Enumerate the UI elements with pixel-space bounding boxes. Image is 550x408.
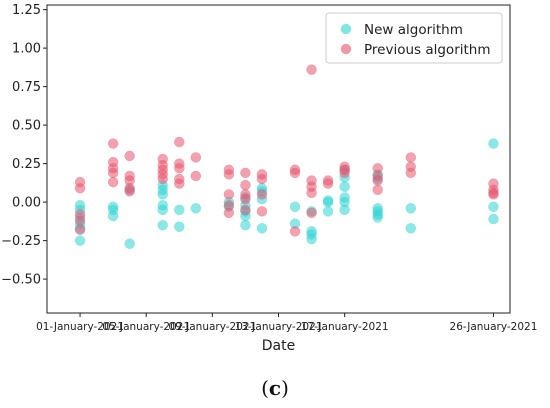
y-tick-label: −0.50 xyxy=(1,273,41,288)
data-point-previous-algorithm xyxy=(488,189,499,200)
data-point-previous-algorithm xyxy=(190,152,202,163)
data-point-new-algorithm xyxy=(256,223,268,234)
data-point-previous-algorithm xyxy=(372,175,383,186)
data-point-previous-algorithm xyxy=(240,167,251,179)
data-point-previous-algorithm xyxy=(223,189,235,200)
data-point-new-algorithm xyxy=(74,235,86,246)
x-tick-label: 01-January-2021 xyxy=(36,321,124,333)
x-axis-title: Date xyxy=(262,338,295,354)
x-tick-label: 26-January-2021 xyxy=(450,321,538,333)
data-point-previous-algorithm xyxy=(107,138,119,149)
data-point-previous-algorithm xyxy=(256,206,268,217)
data-point-previous-algorithm xyxy=(322,178,334,189)
data-point-new-algorithm xyxy=(289,201,301,212)
y-tick-label: 0.00 xyxy=(12,196,41,211)
data-point-previous-algorithm xyxy=(174,162,185,174)
caption-close-paren: ) xyxy=(281,376,289,400)
data-point-new-algorithm xyxy=(488,201,499,212)
data-point-new-algorithm xyxy=(157,219,168,231)
data-point-previous-algorithm xyxy=(74,215,86,226)
data-point-previous-algorithm xyxy=(107,167,119,179)
data-point-new-algorithm xyxy=(405,223,417,234)
data-point-previous-algorithm xyxy=(74,183,86,194)
y-tick-label: 0.25 xyxy=(12,157,41,172)
x-tick-label: 13-January-2021 xyxy=(235,321,323,333)
caption-open-paren: ( xyxy=(261,376,269,400)
data-point-previous-algorithm xyxy=(157,173,168,185)
legend-marker-new-algorithm xyxy=(340,23,352,35)
data-point-new-algorithm xyxy=(488,138,499,149)
data-point-new-algorithm xyxy=(339,192,350,203)
data-point-new-algorithm xyxy=(306,226,317,237)
data-point-previous-algorithm xyxy=(240,193,251,205)
x-tick-label: 17-January-2021 xyxy=(301,321,389,333)
data-point-previous-algorithm xyxy=(339,167,350,179)
caption-letter: c xyxy=(269,376,281,400)
data-point-previous-algorithm xyxy=(107,176,119,188)
data-point-previous-algorithm xyxy=(256,173,268,185)
legend-marker-previous-algorithm xyxy=(340,43,352,55)
data-point-new-algorithm xyxy=(322,206,334,217)
data-point-previous-algorithm xyxy=(240,204,251,216)
data-point-previous-algorithm xyxy=(74,224,86,236)
data-point-new-algorithm xyxy=(488,213,499,225)
data-point-previous-algorithm xyxy=(372,184,383,196)
data-point-new-algorithm xyxy=(322,195,334,206)
data-point-new-algorithm xyxy=(405,203,417,214)
y-tick-label: 1.00 xyxy=(12,42,41,57)
data-points xyxy=(74,64,499,249)
data-point-previous-algorithm xyxy=(124,150,135,162)
data-point-new-algorithm xyxy=(190,203,202,214)
data-point-previous-algorithm xyxy=(256,189,268,200)
data-point-new-algorithm xyxy=(124,238,135,249)
data-point-previous-algorithm xyxy=(306,64,317,75)
y-tick-label: 0.75 xyxy=(12,80,41,95)
legend-label-new-algorithm: New algorithm xyxy=(364,22,463,38)
data-point-new-algorithm xyxy=(372,203,383,214)
legend: New algorithm Previous algorithm xyxy=(325,12,503,64)
data-point-previous-algorithm xyxy=(405,167,417,179)
legend-label-previous-algorithm: Previous algorithm xyxy=(364,42,491,58)
y-tick-label: −0.25 xyxy=(1,234,41,249)
data-point-previous-algorithm xyxy=(190,170,202,182)
x-tick-label: 09-January-2021 xyxy=(168,321,256,333)
data-point-previous-algorithm xyxy=(223,169,235,180)
data-point-previous-algorithm xyxy=(240,179,251,191)
data-point-new-algorithm xyxy=(157,199,168,211)
legend-box xyxy=(325,12,503,64)
data-point-new-algorithm xyxy=(174,204,185,216)
x-axis-ticks: 01-January-202105-January-202109-January… xyxy=(36,313,537,333)
data-point-previous-algorithm xyxy=(306,207,317,219)
data-point-previous-algorithm xyxy=(405,152,417,163)
figure-caption: (c) xyxy=(261,376,289,400)
data-point-new-algorithm xyxy=(240,219,251,231)
data-point-previous-algorithm xyxy=(289,167,301,179)
data-point-new-algorithm xyxy=(74,199,86,211)
plot-frame xyxy=(46,4,511,314)
data-point-previous-algorithm xyxy=(124,186,135,197)
y-tick-label: 1.25 xyxy=(12,3,41,18)
data-point-new-algorithm xyxy=(174,221,185,233)
y-axis-ticks: −0.50 −0.25 0.00 0.25 0.50 0.75 1.00 1.25 xyxy=(1,3,47,288)
data-point-previous-algorithm xyxy=(223,207,235,219)
data-point-previous-algorithm xyxy=(174,136,185,148)
data-point-previous-algorithm xyxy=(174,178,185,189)
x-tick-label: 05-January-2021 xyxy=(102,321,190,333)
data-point-new-algorithm xyxy=(107,201,119,212)
y-tick-label: 0.50 xyxy=(12,119,41,134)
data-point-new-algorithm xyxy=(339,181,350,192)
data-point-previous-algorithm xyxy=(289,226,301,237)
data-point-previous-algorithm xyxy=(306,187,317,199)
